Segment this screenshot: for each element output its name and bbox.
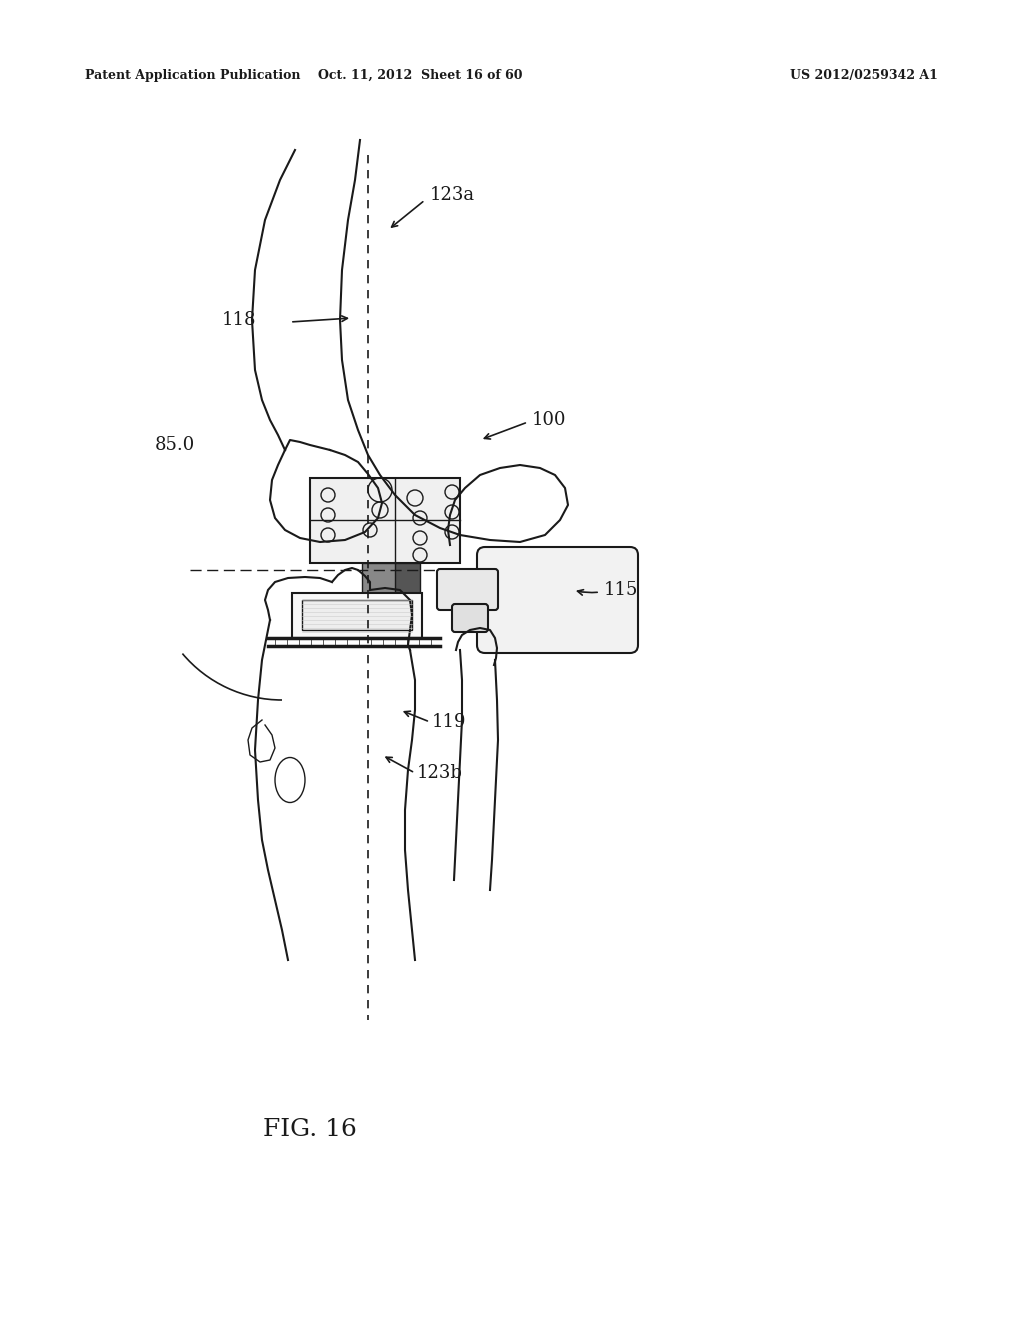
Text: 85.0: 85.0: [155, 436, 196, 454]
Text: 115: 115: [604, 581, 638, 599]
Bar: [362, 564, 412, 593]
FancyBboxPatch shape: [310, 478, 460, 564]
Text: US 2012/0259342 A1: US 2012/0259342 A1: [790, 69, 938, 82]
Bar: [302, 601, 412, 630]
FancyBboxPatch shape: [292, 593, 422, 638]
Text: 119: 119: [432, 713, 467, 731]
FancyBboxPatch shape: [477, 546, 638, 653]
Text: 100: 100: [532, 411, 566, 429]
Text: FIG. 16: FIG. 16: [263, 1118, 357, 1142]
Text: 118: 118: [222, 312, 256, 329]
Bar: [395, 564, 420, 593]
Text: 123a: 123a: [430, 186, 475, 205]
Text: Patent Application Publication: Patent Application Publication: [85, 69, 300, 82]
FancyBboxPatch shape: [452, 605, 488, 632]
Text: Oct. 11, 2012  Sheet 16 of 60: Oct. 11, 2012 Sheet 16 of 60: [317, 69, 522, 82]
FancyBboxPatch shape: [437, 569, 498, 610]
Text: 123b: 123b: [417, 764, 463, 781]
